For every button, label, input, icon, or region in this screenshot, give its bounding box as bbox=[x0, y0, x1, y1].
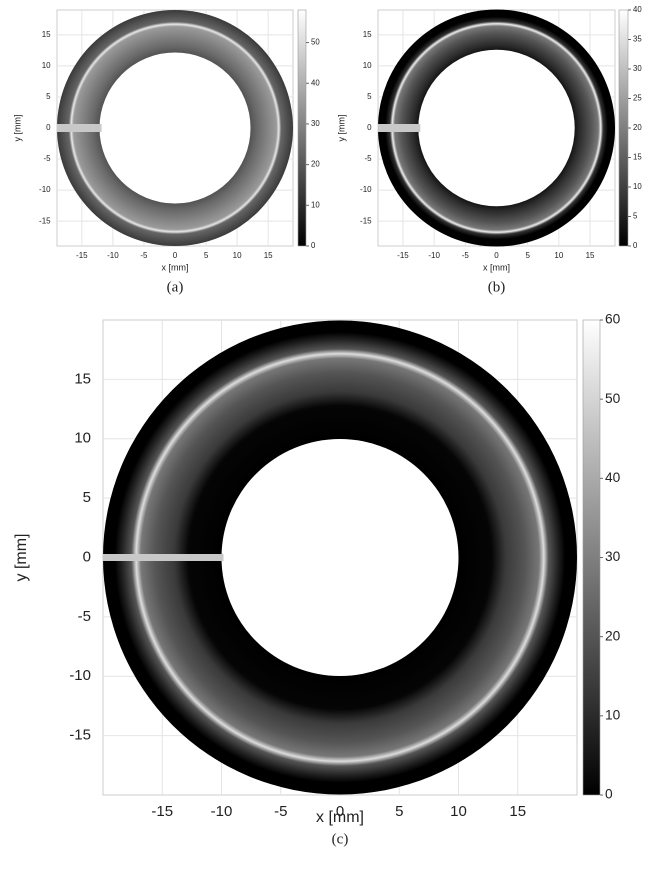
x-tick-label: 5 bbox=[395, 803, 403, 820]
caption: (c) bbox=[332, 831, 349, 847]
x-tick-label: -15 bbox=[76, 251, 88, 260]
colorbar-tick-label: 40 bbox=[633, 5, 642, 14]
x-tick-label: -5 bbox=[462, 251, 470, 260]
y-tick-label: 15 bbox=[74, 370, 91, 387]
y-tick-label: -15 bbox=[39, 216, 51, 225]
colorbar-tick-label: 30 bbox=[605, 549, 621, 564]
y-tick-label: 0 bbox=[367, 123, 372, 132]
colorbar-tick-label: 0 bbox=[311, 241, 316, 250]
x-tick-label: 10 bbox=[233, 251, 242, 260]
x-tick-label: 0 bbox=[494, 251, 499, 260]
x-tick-label: -15 bbox=[397, 251, 409, 260]
x-axis-label: x [mm] bbox=[162, 262, 189, 272]
x-tick-label: -10 bbox=[107, 251, 119, 260]
x-tick-label: 0 bbox=[173, 251, 178, 260]
x-tick-label: 15 bbox=[586, 251, 595, 260]
y-tick-label: -10 bbox=[360, 185, 372, 194]
colorbar bbox=[297, 9, 307, 247]
colorbar-tick-label: 10 bbox=[605, 707, 621, 722]
x-tick-label: -5 bbox=[140, 251, 148, 260]
colorbar-tick-label: 50 bbox=[605, 391, 621, 406]
x-tick-label: 10 bbox=[554, 251, 563, 260]
y-tick-label: -5 bbox=[43, 154, 51, 163]
colorbar-tick-label: 15 bbox=[633, 153, 642, 162]
colorbar-tick-label: 60 bbox=[605, 312, 621, 327]
y-tick-label: 5 bbox=[46, 92, 51, 101]
colorbar-tick-label: 0 bbox=[633, 241, 638, 250]
y-tick-label: 10 bbox=[74, 430, 91, 447]
inner-hole bbox=[418, 49, 575, 207]
x-tick-label: -10 bbox=[428, 251, 440, 260]
y-tick-label: 10 bbox=[42, 61, 51, 70]
y-tick-label: 15 bbox=[42, 30, 51, 39]
y-tick-label: -15 bbox=[69, 727, 91, 744]
colorbar-tick-label: 0 bbox=[605, 787, 613, 802]
x-tick-label: 5 bbox=[525, 251, 530, 260]
panel: -15 -10 -5 0 5 10 15 15 10 5 0 -5 -10 -15 x [mm] y [mm]… bbox=[336, 5, 642, 295]
colorbar-tick-label: 10 bbox=[633, 182, 642, 191]
x-tick-label: -5 bbox=[274, 803, 287, 820]
colorbar-tick-label: 10 bbox=[311, 200, 320, 209]
x-tick-label: 10 bbox=[450, 803, 467, 820]
y-tick-label: -5 bbox=[78, 608, 91, 625]
x-tick-label: 0 bbox=[336, 803, 344, 820]
y-tick-label: 0 bbox=[46, 123, 51, 132]
probe-bar bbox=[57, 124, 102, 132]
x-tick-label: 15 bbox=[509, 803, 526, 820]
y-tick-label: 5 bbox=[367, 92, 372, 101]
y-axis-label: y [mm] bbox=[12, 115, 22, 142]
y-tick-label: 15 bbox=[363, 30, 372, 39]
colorbar-tick-label: 30 bbox=[311, 119, 320, 128]
colorbar-tick-label: 5 bbox=[633, 212, 638, 221]
inner-hole bbox=[221, 439, 459, 676]
colorbar-tick-label: 50 bbox=[311, 38, 320, 47]
colorbar-tick-label: 40 bbox=[311, 78, 320, 87]
colorbar-tick-label: 20 bbox=[633, 123, 642, 132]
y-tick-label: -5 bbox=[364, 154, 372, 163]
x-axis-label: x [mm] bbox=[483, 262, 510, 272]
caption: (a) bbox=[167, 279, 184, 295]
x-tick-label: -10 bbox=[211, 803, 233, 820]
colorbar-tick-label: 20 bbox=[605, 628, 621, 643]
x-tick-label: 5 bbox=[204, 251, 209, 260]
y-tick-label: -10 bbox=[39, 185, 51, 194]
colorbar-tick-label: 20 bbox=[311, 160, 320, 169]
colorbar bbox=[618, 9, 629, 247]
y-tick-label: -15 bbox=[360, 216, 372, 225]
x-axis-label: x [mm] bbox=[316, 809, 364, 826]
colorbar-tick-label: 25 bbox=[633, 94, 642, 103]
x-tick-label: 15 bbox=[264, 251, 273, 260]
inner-hole bbox=[99, 52, 251, 204]
y-tick-label: 10 bbox=[363, 61, 372, 70]
caption: (b) bbox=[488, 279, 506, 295]
probe-bar bbox=[378, 124, 421, 132]
y-tick-label: -10 bbox=[69, 667, 91, 684]
colorbar-tick-label: 40 bbox=[605, 470, 621, 485]
x-tick-label: -15 bbox=[151, 803, 173, 820]
colorbar bbox=[582, 319, 601, 796]
colorbar-tick-label: 35 bbox=[633, 35, 642, 44]
y-axis-label: y [mm] bbox=[336, 115, 346, 142]
y-axis-label: y [mm] bbox=[13, 534, 30, 582]
probe-bar bbox=[103, 554, 224, 561]
y-tick-label: 5 bbox=[83, 489, 91, 506]
colorbar-tick-label: 30 bbox=[633, 64, 642, 73]
y-tick-label: 0 bbox=[83, 548, 91, 565]
